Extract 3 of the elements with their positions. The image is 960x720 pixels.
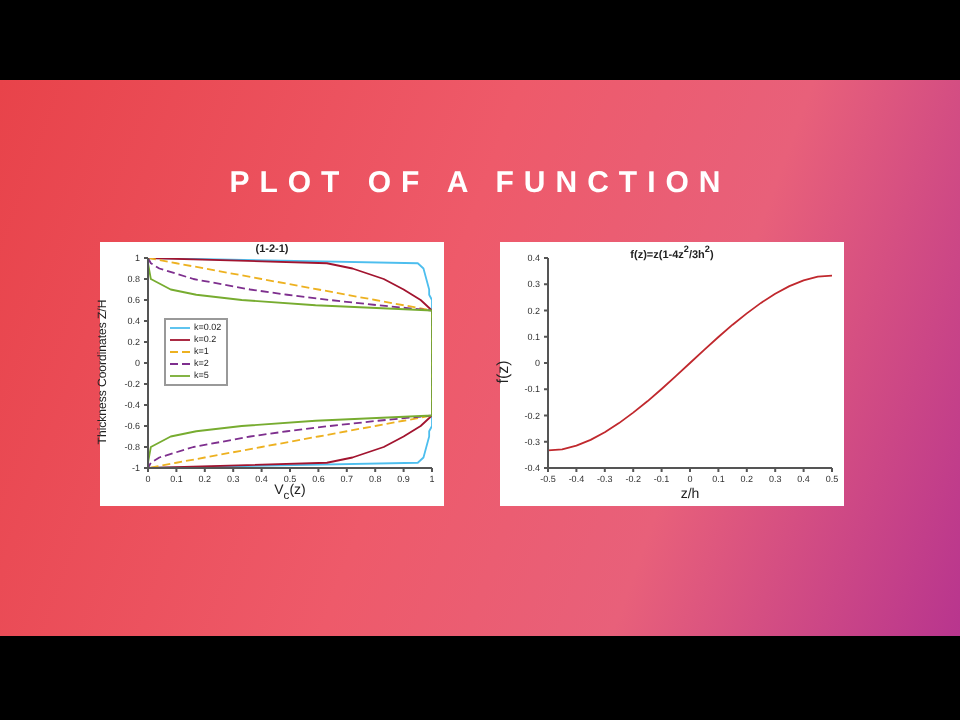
text: PLOT OF A FUNCTION <box>227 166 733 200</box>
line-series <box>548 274 832 452</box>
y-axis-title: f(z) <box>494 358 512 388</box>
